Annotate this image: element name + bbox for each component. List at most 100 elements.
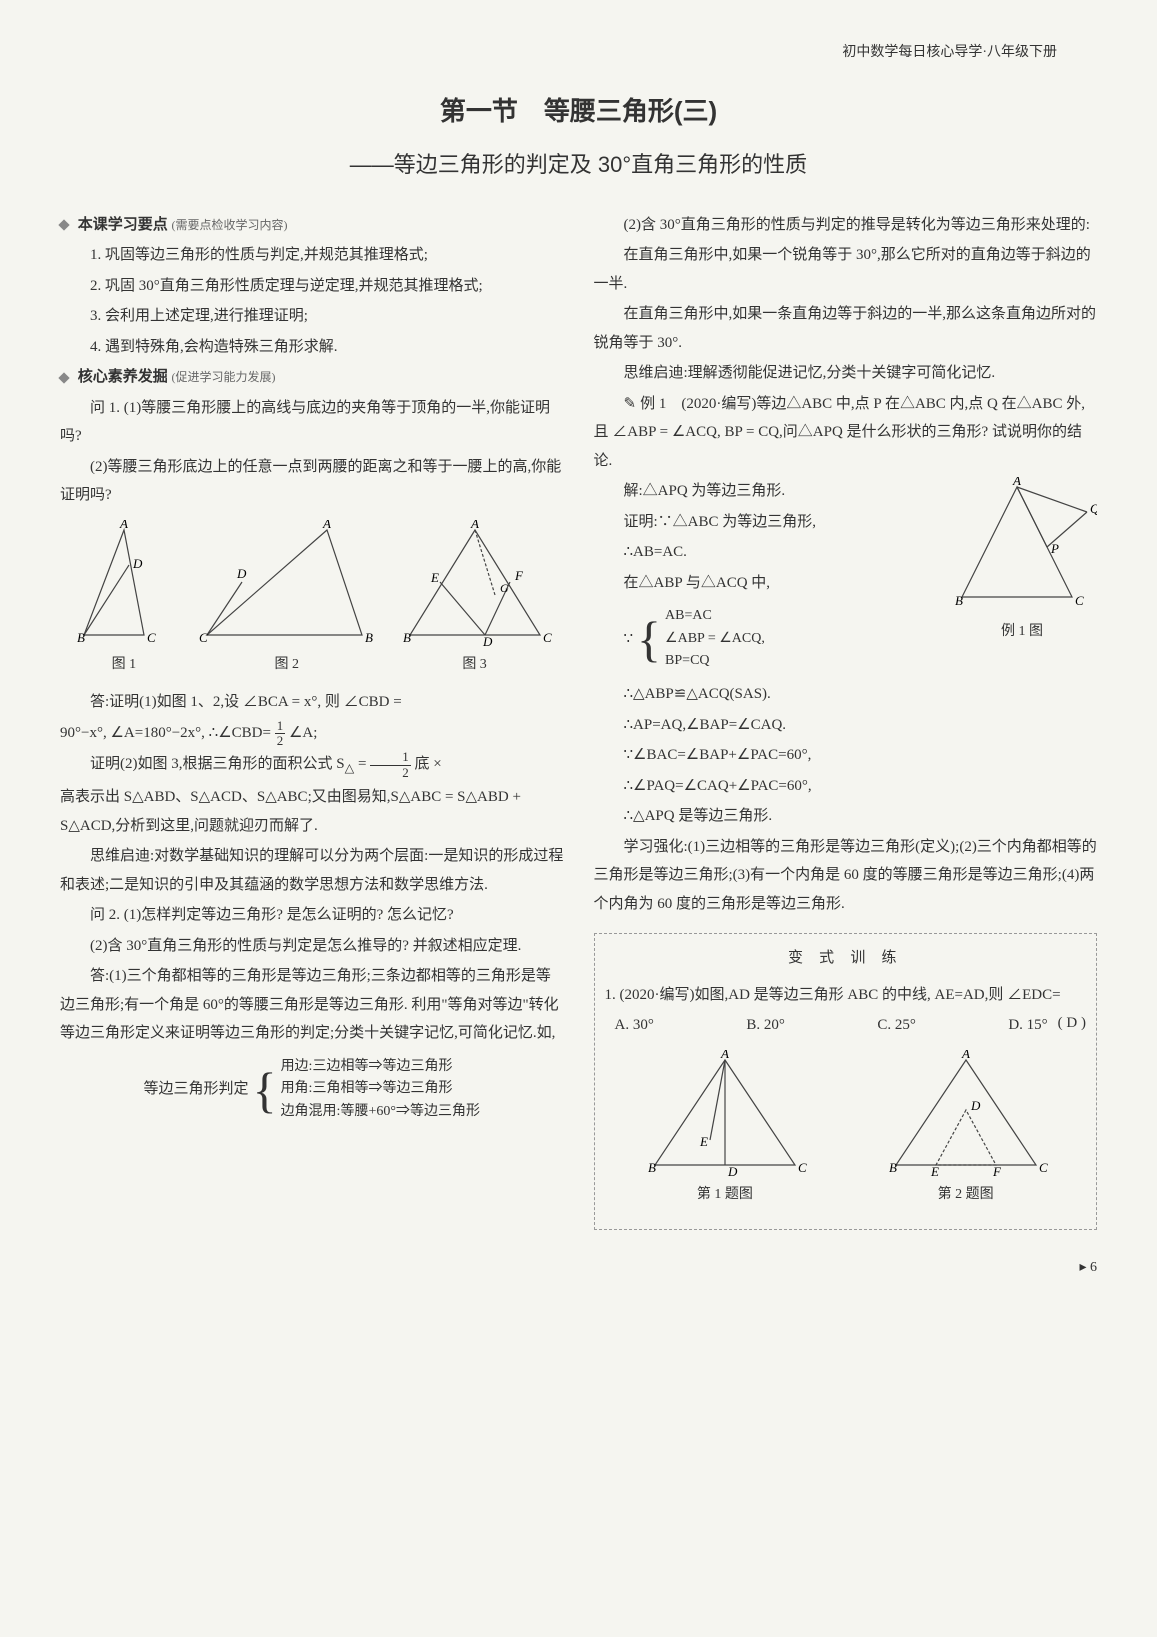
svg-text:C: C: [798, 1160, 807, 1175]
svg-text:D: D: [482, 634, 493, 649]
svg-text:C: C: [147, 630, 156, 645]
triangle-fig3-svg: A B C D E G F: [395, 520, 555, 650]
svg-text:A: A: [720, 1050, 729, 1061]
variant-answer: ( D ): [1058, 1009, 1086, 1038]
figure-2: A D C B 图 2: [197, 520, 377, 679]
fraction-half: 12: [275, 719, 286, 749]
svg-text:P: P: [1050, 541, 1059, 556]
right-column: (2)含 30°直角三角形的性质与判定的推导是转化为等边三角形来处理的: 在直角…: [594, 211, 1098, 1230]
brace-line-3: 边角混用:等腰+60°⇒等边三角形: [281, 1101, 480, 1123]
brace2-line-2: ∠ABP = ∠ACQ,: [665, 628, 765, 650]
title-sub: ——等边三角形的判定及 30°直角三角形的性质: [60, 144, 1097, 186]
proof2-line2: 高表示出 S△ABD、S△ACD、S△ABC;又由图易知,S△ABC = S△A…: [60, 783, 564, 840]
variant-q-text: 1. (2020·编写)如图,AD 是等边三角形 ABC 的中线, AE=AD,…: [605, 987, 1061, 1003]
choice-d: D. 15°: [1008, 1011, 1047, 1040]
figure-row-1: A B C D 图 1 A D C B 图 2: [60, 520, 564, 679]
point-4: 4. 遇到特殊角,会构造特殊三角形求解.: [60, 333, 564, 362]
svg-text:F: F: [514, 568, 524, 583]
thinking-1: 思维启迪:对数学基础知识的理解可以分为两个层面:一是知识的形成过程和表述;二是知…: [60, 842, 564, 899]
brace-icon: {: [253, 1065, 277, 1115]
example-triangle-svg: A B C P Q: [947, 477, 1097, 617]
ans2-suffix: ∠A;: [289, 725, 317, 741]
brace-label: 等边三角形判定: [144, 1075, 249, 1104]
variant-fig-2: A B C D E F 第 2 题图: [881, 1050, 1051, 1209]
choice-c: C. 25°: [877, 1011, 916, 1040]
variant-triangle2-svg: A B C D E F: [881, 1050, 1051, 1180]
page-number: ▸ 6: [60, 1255, 1097, 1282]
core-note: (促进学习能力发展): [172, 370, 276, 384]
brace-block-1: 等边三角形判定 { 用边:三边相等⇒等边三角形 用角:三角相等⇒等边三角形 边角…: [60, 1056, 564, 1123]
figure-3: A B C D E G F 图 3: [395, 520, 555, 679]
svg-text:D: D: [727, 1164, 738, 1179]
sol-after-4: ∴∠PAQ=∠CAQ+∠PAC=60°,: [594, 772, 1098, 801]
rule1: 在直角三角形中,如果一个锐角等于 30°,那么它所对的直角边等于斜边的一半.: [594, 241, 1098, 298]
answer-line1: 答:证明(1)如图 1、2,设 ∠BCA = x°, 则 ∠CBD =: [60, 688, 564, 717]
point-1: 1. 巩固等边三角形的性质与判定,并规范其推理格式;: [60, 241, 564, 270]
brace-line-1: 用边:三边相等⇒等边三角形: [281, 1056, 480, 1078]
choice-a: A. 30°: [615, 1011, 654, 1040]
sol-after-1: ∴△ABP≌△ACQ(SAS).: [594, 680, 1098, 709]
brace-block-2: ∵ { AB=AC ∠ABP = ∠ACQ, BP=CQ: [624, 605, 938, 672]
fig1-caption: 图 1: [69, 652, 179, 679]
fig3-caption: 图 3: [395, 652, 555, 679]
svg-text:E: E: [930, 1164, 939, 1179]
brace2-lines: AB=AC ∠ABP = ∠ACQ, BP=CQ: [665, 605, 765, 672]
study-points-header: 本课学习要点 (需要点检收学习内容): [60, 211, 564, 240]
answer-2: 答:(1)三个角都相等的三角形是等边三角形;三条边都相等的三角形是等边三角形;有…: [60, 962, 564, 1048]
sol-after-3: ∵∠BAC=∠BAP+∠PAC=60°,: [594, 741, 1098, 770]
brace-line-2: 用角:三角相等⇒等边三角形: [281, 1078, 480, 1100]
variant-box: 变 式 训 练 1. (2020·编写)如图,AD 是等边三角形 ABC 的中线…: [594, 933, 1098, 1229]
proof2-mid: =: [354, 757, 370, 773]
svg-text:A: A: [322, 520, 331, 531]
diamond-icon: [58, 220, 69, 231]
core-header: 核心素养发掘 (促进学习能力发展): [60, 363, 564, 392]
ans2-prefix: 90°−x°, ∠A=180°−2x°, ∴∠CBD=: [60, 725, 271, 741]
q1-part2: (2)等腰三角形底边上的任意一点到两腰的距离之和等于一腰上的高,你能证明吗?: [60, 453, 564, 510]
svg-text:B: B: [403, 630, 411, 645]
svg-text:E: E: [699, 1134, 708, 1149]
proof2-suffix: 底 ×: [414, 757, 441, 773]
proof2-tri: △: [345, 762, 355, 776]
variant-figure-row: A B C D E 第 1 题图 A B: [605, 1050, 1087, 1209]
svg-text:Q: Q: [1090, 501, 1097, 516]
variant-fig-1: A B C D E 第 1 题图: [640, 1050, 810, 1209]
svg-text:A: A: [470, 520, 479, 531]
svg-text:B: B: [648, 1160, 656, 1175]
title-main: 第一节 等腰三角形(三): [60, 87, 1097, 136]
svg-text:C: C: [1075, 593, 1084, 608]
fraction-half-2: 12: [370, 750, 411, 780]
svg-text:A: A: [1012, 477, 1021, 488]
svg-text:E: E: [430, 570, 439, 585]
fig2-caption: 图 2: [197, 652, 377, 679]
because-symbol: ∵: [624, 625, 634, 654]
two-column-layout: 本课学习要点 (需要点检收学习内容) 1. 巩固等边三角形的性质与判定,并规范其…: [60, 211, 1097, 1230]
example-figure: A B C P Q 例 1 图: [947, 477, 1097, 646]
choices-row: A. 30° B. 20° C. 25° D. 15°: [605, 1011, 1058, 1040]
sol-after-5: ∴△APQ 是等边三角形.: [594, 802, 1098, 831]
core-label: 核心素养发掘: [78, 368, 168, 385]
brace-icon: {: [637, 614, 661, 664]
brace2-line-1: AB=AC: [665, 605, 765, 627]
rule2: 在直角三角形中,如果一条直角边等于斜边的一半,那么这条直角边所对的锐角等于 30…: [594, 300, 1098, 357]
q1-intro: 问 1. (1)等腰三角形腰上的高线与底边的夹角等于顶角的一半,你能证明吗?: [60, 394, 564, 451]
left-column: 本课学习要点 (需要点检收学习内容) 1. 巩固等边三角形的性质与判定,并规范其…: [60, 211, 564, 1230]
point-2: 2. 巩固 30°直角三角形性质定理与逆定理,并规范其推理格式;: [60, 272, 564, 301]
svg-text:C: C: [199, 630, 208, 645]
page-header: 初中数学每日核心导学·八年级下册: [60, 40, 1097, 67]
answer-line2: 90°−x°, ∠A=180°−2x°, ∴∠CBD= 12 ∠A;: [60, 719, 564, 749]
figure-1: A B C D 图 1: [69, 520, 179, 679]
sol-after-2: ∴AP=AQ,∠BAP=∠CAQ.: [594, 711, 1098, 740]
svg-text:A: A: [119, 520, 128, 531]
header-text: 初中数学每日核心导学·八年级下册: [842, 45, 1057, 60]
svg-text:C: C: [543, 630, 552, 645]
study-points-note: (需要点检收学习内容): [172, 218, 288, 232]
svg-text:G: G: [500, 581, 509, 595]
svg-text:B: B: [77, 630, 85, 645]
variant-title: 变 式 训 练: [605, 944, 1087, 973]
example-1: 例 1 (2020·编写)等边△ABC 中,点 P 在△ABC 内,点 Q 在△…: [594, 390, 1098, 476]
brace-lines: 用边:三边相等⇒等边三角形 用角:三角相等⇒等边三角形 边角混用:等腰+60°⇒…: [281, 1056, 480, 1123]
svg-text:F: F: [992, 1164, 1002, 1179]
svg-text:B: B: [365, 630, 373, 645]
study-points-label: 本课学习要点: [78, 216, 168, 233]
svg-text:D: D: [970, 1098, 981, 1113]
